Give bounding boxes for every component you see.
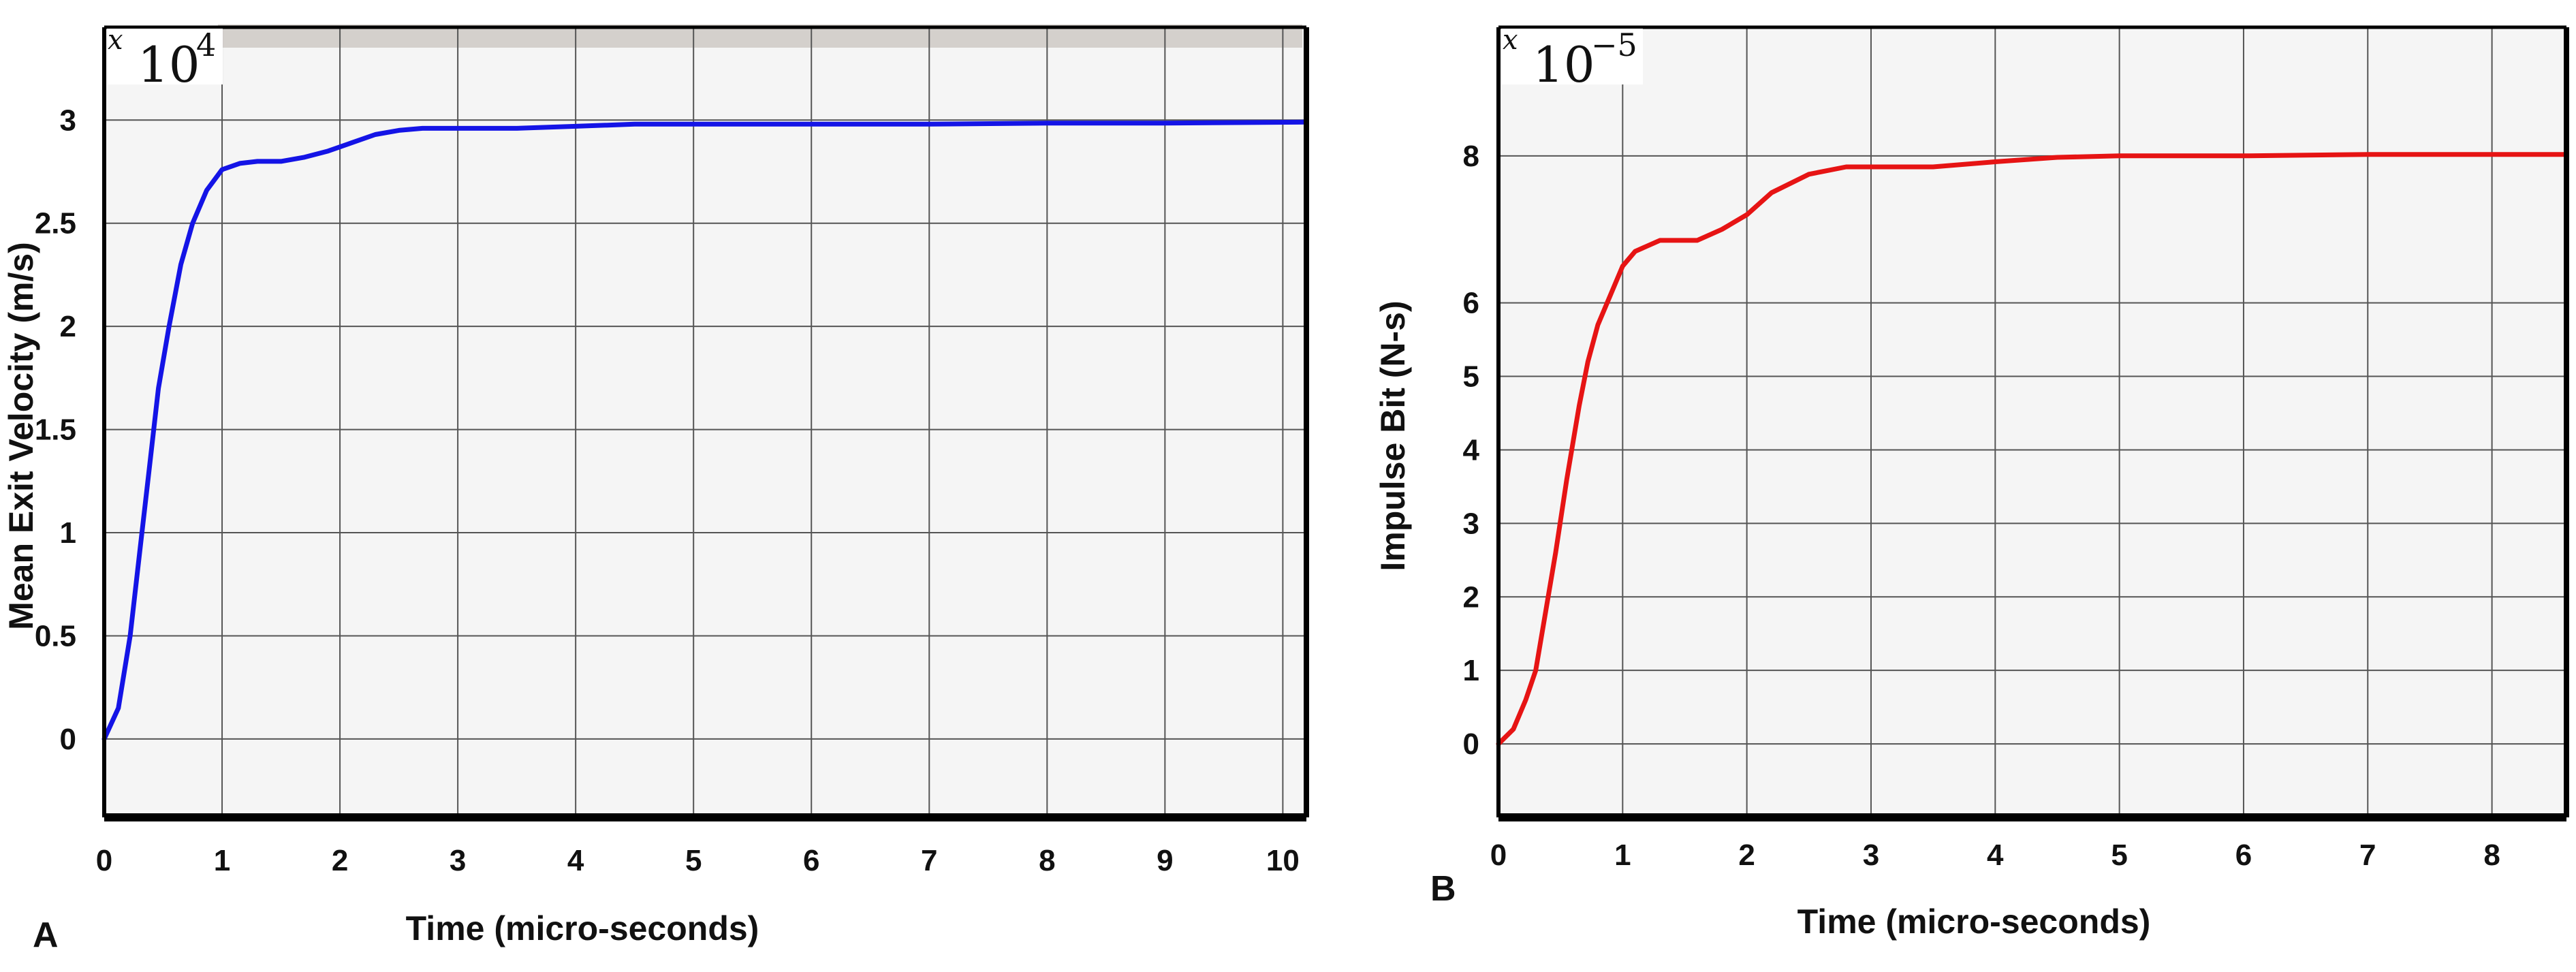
panel-label: A: [33, 915, 59, 955]
x-tick-label: 7: [921, 844, 937, 877]
y-tick-label: 6: [1463, 287, 1479, 320]
y-tick-label: 0.5: [35, 619, 76, 653]
y-tick-label: 1: [1463, 654, 1479, 687]
multiplier-exponent: −5: [1591, 27, 1637, 63]
x-tick-label: 10: [1266, 844, 1300, 877]
x-tick-label: 1: [214, 844, 230, 877]
y-tick-label: 2: [60, 310, 76, 343]
y-tick-label: 3: [60, 104, 76, 137]
chart-b: 0 1 2 3 4 5 6 8 0 1 2 3 4 5 6 7 8 Impulse Bit (N-s) Time (…: [1374, 25, 2569, 941]
data-line-b: [1496, 152, 2569, 747]
x-axis-title: Time (micro-seconds): [406, 909, 759, 947]
x-tick-label: 5: [2111, 838, 2127, 872]
x-tick-label: 3: [1863, 838, 1879, 872]
multiplier-box: [107, 29, 223, 84]
x-tick-label: 2: [332, 844, 348, 877]
y-tick-label: 8: [1463, 140, 1479, 173]
y-tick-label: 0: [60, 723, 76, 756]
y-axis-title: Mean Exit Velocity (m/s): [2, 242, 40, 630]
multiplier-base: 10: [138, 36, 200, 93]
multiplier-base: 10: [1533, 36, 1595, 93]
y-tick-label: 0: [1463, 727, 1479, 761]
plot-area: [1498, 27, 2566, 817]
multiplier-box: [1501, 29, 1643, 84]
chart-a: 0 0.5 1 1.5 2 2.5 3 0 1 2 3 4 5 6 7 8 9 10 Mean Exit Veloc…: [2, 25, 1309, 955]
x-tick-label: 0: [96, 844, 112, 877]
y-tick-label: 1: [60, 516, 76, 550]
y-tick-label: 1.5: [35, 413, 76, 447]
x-tick-label: 6: [2235, 838, 2252, 872]
y-tick-label: 4: [1463, 433, 1480, 467]
panel-label: B: [1430, 869, 1456, 909]
x-tick-label: 2: [1738, 838, 1755, 872]
x-tick-label: 3: [450, 844, 466, 877]
multiplier-prefix: x: [108, 25, 123, 56]
y-tick-label: 3: [1463, 507, 1479, 540]
x-axis-title: Time (micro-seconds): [1797, 903, 2151, 941]
plot-area: [104, 27, 1306, 817]
y-tick-label: 2.5: [35, 207, 76, 240]
x-tick-label: 4: [567, 844, 584, 877]
y-tick-label: 5: [1463, 360, 1479, 394]
x-tick-label: 4: [1987, 838, 2004, 872]
x-tick-label: 7: [2359, 838, 2376, 872]
multiplier-prefix: x: [1503, 25, 1518, 56]
x-tick-label: 6: [803, 844, 819, 877]
data-line-a: [101, 119, 1309, 742]
multiplier-exponent: 4: [196, 27, 216, 63]
y-axis-title: Impulse Bit (N-s): [1374, 300, 1412, 571]
x-tick-label: 9: [1157, 844, 1173, 877]
y-tick-label: 2: [1463, 580, 1479, 614]
x-tick-label: 8: [2483, 838, 2500, 872]
x-tick-label: 0: [1490, 838, 1507, 872]
x-tick-label: 5: [685, 844, 702, 877]
x-tick-label: 1: [1614, 838, 1631, 872]
x-tick-label: 8: [1039, 844, 1055, 877]
